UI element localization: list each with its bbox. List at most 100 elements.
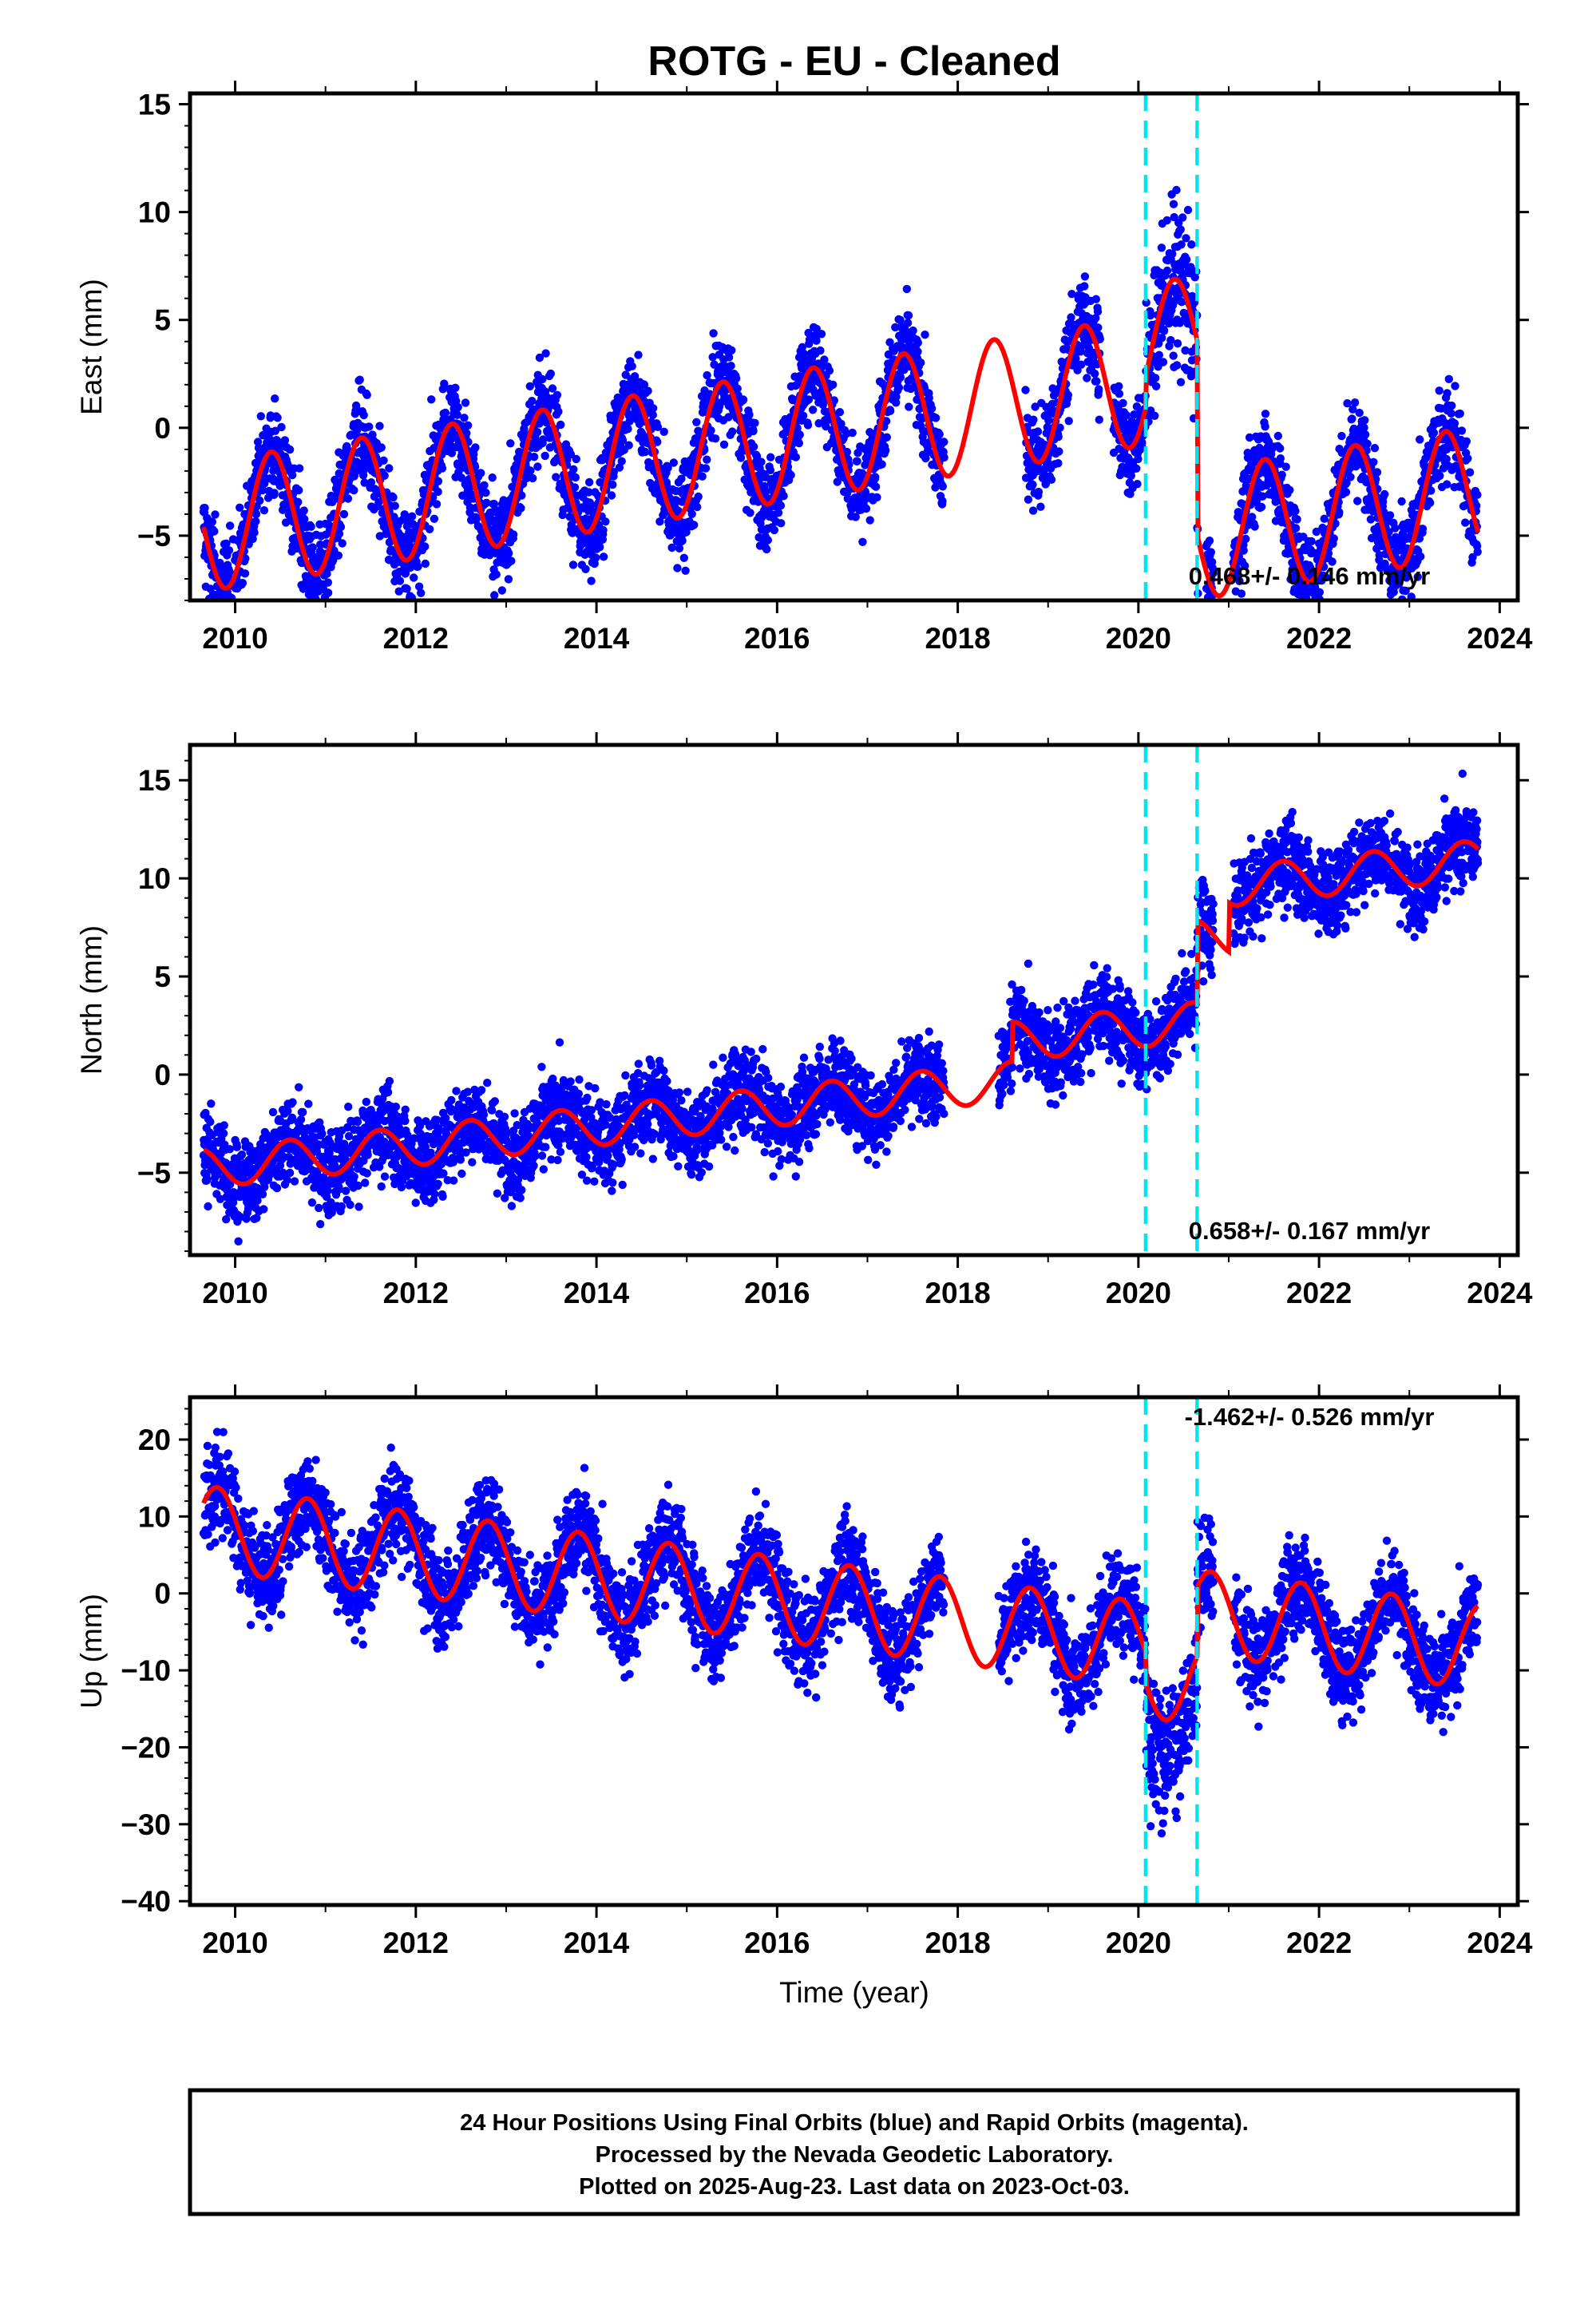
data-point — [749, 442, 758, 451]
data-point — [410, 1134, 418, 1143]
data-point — [1044, 416, 1053, 425]
data-point — [359, 410, 368, 420]
data-point — [1063, 390, 1073, 399]
data-point — [287, 1113, 297, 1123]
data-point — [288, 470, 297, 480]
data-point — [913, 339, 923, 347]
data-point — [1119, 398, 1127, 408]
data-point — [489, 500, 499, 509]
data-point — [216, 1194, 225, 1204]
data-point — [507, 556, 516, 565]
data-point — [316, 540, 325, 549]
data-point — [1093, 307, 1103, 316]
data-point — [881, 446, 890, 455]
data-point — [228, 1198, 238, 1207]
data-point — [421, 542, 430, 551]
data-point — [281, 518, 291, 527]
data-point — [774, 509, 783, 517]
data-point — [915, 404, 924, 414]
east-axis-label: East (mm) — [75, 279, 108, 415]
data-point — [1181, 346, 1190, 355]
data-point — [546, 369, 555, 378]
data-point — [873, 493, 881, 502]
data-point — [258, 1190, 267, 1199]
data-point — [596, 543, 604, 552]
data-point — [341, 1186, 350, 1195]
data-point — [618, 436, 628, 445]
data-point — [1031, 402, 1040, 411]
data-point — [1447, 401, 1456, 410]
data-point — [835, 408, 845, 417]
data-point — [259, 506, 269, 515]
data-point — [1250, 522, 1259, 531]
data-point — [851, 513, 860, 521]
east-plot-frame — [188, 91, 1520, 603]
data-point — [407, 512, 417, 521]
data-point — [1341, 488, 1351, 497]
data-point — [1173, 339, 1182, 348]
data-point — [365, 422, 374, 431]
data-point — [346, 1200, 354, 1210]
data-point — [425, 525, 434, 533]
data-point — [1158, 334, 1166, 343]
data-point — [361, 1178, 370, 1187]
data-point — [383, 1087, 393, 1097]
data-point — [703, 370, 711, 380]
data-point — [794, 438, 803, 448]
data-point — [315, 1203, 323, 1213]
data-point — [814, 419, 823, 428]
data-point — [538, 374, 547, 384]
data-point — [1261, 410, 1270, 418]
data-point — [395, 576, 405, 585]
data-point — [203, 1175, 212, 1184]
data-point — [541, 451, 549, 461]
data-point — [917, 358, 925, 367]
data-point — [434, 487, 442, 497]
data-point — [1080, 282, 1089, 291]
data-point — [206, 1117, 215, 1127]
data-point — [1024, 495, 1033, 504]
data-point — [1134, 454, 1143, 464]
data-point — [1429, 428, 1439, 438]
data-point — [777, 519, 786, 528]
data-point — [414, 582, 424, 591]
data-point — [234, 1237, 243, 1246]
data-point — [569, 465, 578, 473]
data-point — [711, 434, 720, 443]
data-point — [1036, 502, 1045, 511]
data-point — [283, 1107, 292, 1115]
data-point — [1395, 580, 1404, 588]
data-point — [673, 564, 682, 572]
data-point — [1353, 497, 1362, 505]
data-point — [373, 1118, 382, 1127]
data-point — [1273, 431, 1283, 441]
data-point — [1150, 374, 1160, 382]
data-point — [535, 353, 545, 362]
data-point — [1461, 518, 1470, 527]
data-point — [931, 483, 940, 492]
data-point — [529, 453, 539, 461]
data-point — [360, 478, 369, 487]
data-point — [294, 497, 303, 506]
data-point — [586, 501, 595, 511]
data-point — [460, 414, 469, 422]
data-point — [1209, 568, 1218, 578]
data-point — [427, 395, 436, 404]
data-point — [1150, 411, 1159, 420]
data-point — [1348, 414, 1356, 423]
data-point — [271, 426, 279, 435]
data-point — [440, 379, 449, 388]
data-point — [1444, 374, 1454, 383]
data-point — [1147, 310, 1156, 319]
data-point — [1372, 468, 1382, 477]
data-point — [278, 1154, 287, 1163]
data-point — [1091, 295, 1101, 303]
data-point — [1447, 409, 1455, 418]
data-point — [1169, 351, 1178, 360]
data-point — [200, 504, 209, 513]
data-point — [1472, 501, 1481, 510]
data-point — [894, 383, 904, 392]
data-point — [921, 331, 929, 339]
data-point — [462, 429, 471, 438]
